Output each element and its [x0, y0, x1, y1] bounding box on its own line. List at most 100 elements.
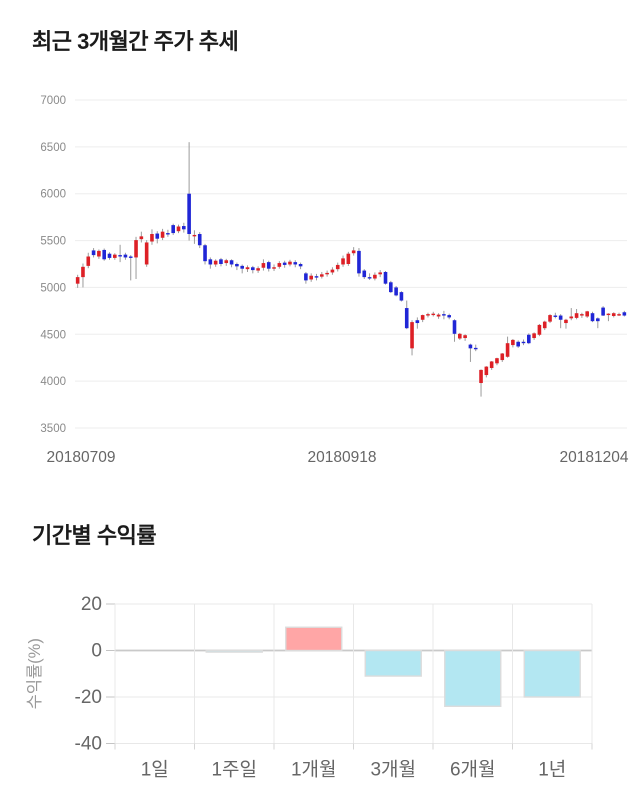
candle-body — [75, 277, 80, 284]
candle-body — [219, 259, 223, 264]
candle-body — [197, 234, 202, 246]
candle-body — [606, 313, 611, 316]
returns-chart-title: 기간별 수익률 — [32, 523, 157, 548]
candle-body — [91, 250, 96, 256]
returns-bar-5 — [444, 649, 502, 707]
candle-body — [107, 253, 112, 258]
candle-body — [542, 321, 547, 329]
candle-body — [431, 313, 436, 316]
candle-body — [128, 256, 133, 258]
candle-body — [192, 234, 197, 237]
price-x-tick-label: 20181204 — [560, 449, 629, 466]
returns-y-tick-label: -40 — [75, 734, 102, 755]
candle-body — [208, 259, 213, 265]
price-y-tick-label: 5500 — [40, 236, 66, 248]
candle-body — [182, 226, 186, 230]
candle-body — [123, 254, 128, 258]
candle-body — [213, 260, 218, 265]
returns-category-label: 6개월 — [450, 759, 496, 781]
candle-body — [564, 319, 568, 324]
candle-body — [367, 277, 372, 279]
price-y-tick-label: 3500 — [40, 423, 66, 435]
candle-body — [447, 315, 451, 318]
candle-body — [160, 231, 165, 238]
candle-body — [521, 341, 526, 344]
candle-body — [601, 307, 605, 316]
candle-body — [144, 242, 149, 265]
candle-body — [166, 233, 170, 235]
candle-body — [362, 270, 367, 278]
price-y-tick-label: 6000 — [40, 189, 66, 201]
returns-y-axis-title: 수익률(%) — [25, 638, 44, 709]
candle-body — [511, 339, 515, 346]
price-chart-title: 최근 3개월간 주가 추세 — [32, 29, 239, 54]
candle-body — [383, 271, 388, 284]
candle-body — [590, 313, 595, 322]
candle-body — [580, 314, 584, 316]
candle-body — [537, 324, 542, 335]
candle-body — [473, 347, 478, 350]
returns-y-tick-label: -20 — [75, 687, 102, 708]
candle-body — [86, 256, 91, 266]
candle-body — [187, 193, 191, 235]
price-y-tick-label: 6500 — [40, 142, 66, 154]
candle-body — [351, 250, 356, 254]
candle-body — [288, 261, 292, 265]
candle-body — [574, 313, 579, 318]
candle-body — [479, 369, 483, 384]
candle-body — [256, 268, 260, 271]
price-y-tick-label: 5000 — [40, 282, 66, 294]
candle-body — [500, 353, 505, 361]
candle-body — [357, 250, 361, 274]
candle-body — [484, 366, 489, 376]
candle-body — [617, 314, 621, 316]
candle-body — [399, 292, 404, 301]
candle-body — [155, 233, 160, 239]
candle-body — [569, 316, 574, 319]
candle-body — [314, 276, 319, 278]
candle-body — [325, 272, 329, 275]
price-x-tick-label: 20180918 — [308, 449, 377, 466]
candle-body — [420, 315, 425, 320]
returns-category-label: 1일 — [141, 759, 169, 781]
candle-body — [118, 255, 122, 257]
candle-body — [558, 315, 563, 320]
returns-category-label: 1주일 — [211, 759, 257, 781]
candle-body — [304, 273, 308, 281]
returns-bar-2 — [205, 649, 263, 653]
candle-body — [458, 333, 462, 339]
price-y-tick-label: 4000 — [40, 376, 66, 388]
candle-body — [81, 266, 85, 278]
candle-body — [346, 253, 351, 264]
returns-bar-chart: 20 0 -20 -40 1일 1주일 1개월 3개월 6개월 1년 수익률(%) — [25, 594, 593, 781]
returns-category-label: 1개월 — [291, 759, 337, 781]
candle-body — [277, 263, 282, 267]
candle-body — [495, 358, 499, 364]
price-y-tick-label: 7000 — [40, 95, 66, 107]
candle-body — [102, 249, 106, 260]
candle-body — [622, 312, 627, 316]
returns-category-label: 1년 — [538, 759, 566, 781]
candle-body — [113, 254, 117, 258]
candle-body — [293, 262, 298, 265]
price-x-tick-label: 20180709 — [47, 449, 116, 466]
candle-body — [309, 275, 313, 280]
returns-bar-4 — [364, 649, 422, 677]
candle-body — [139, 236, 144, 240]
candle-body — [373, 274, 377, 279]
candle-body — [224, 260, 229, 264]
candle-body — [298, 264, 303, 267]
candle-body — [505, 343, 510, 357]
candle-body — [548, 315, 552, 322]
returns-category-label: 3개월 — [370, 759, 416, 781]
candle-body — [426, 314, 430, 316]
candle-body — [266, 262, 271, 269]
candle-body — [272, 267, 276, 269]
candle-body — [134, 240, 138, 258]
candle-body — [527, 334, 531, 344]
candle-body — [585, 311, 589, 317]
candle-body — [415, 320, 420, 324]
price-candlestick-chart: 7000 6500 6000 5500 5000 4500 4000 3500 20180709… — [40, 95, 629, 466]
candle-body — [282, 262, 287, 265]
